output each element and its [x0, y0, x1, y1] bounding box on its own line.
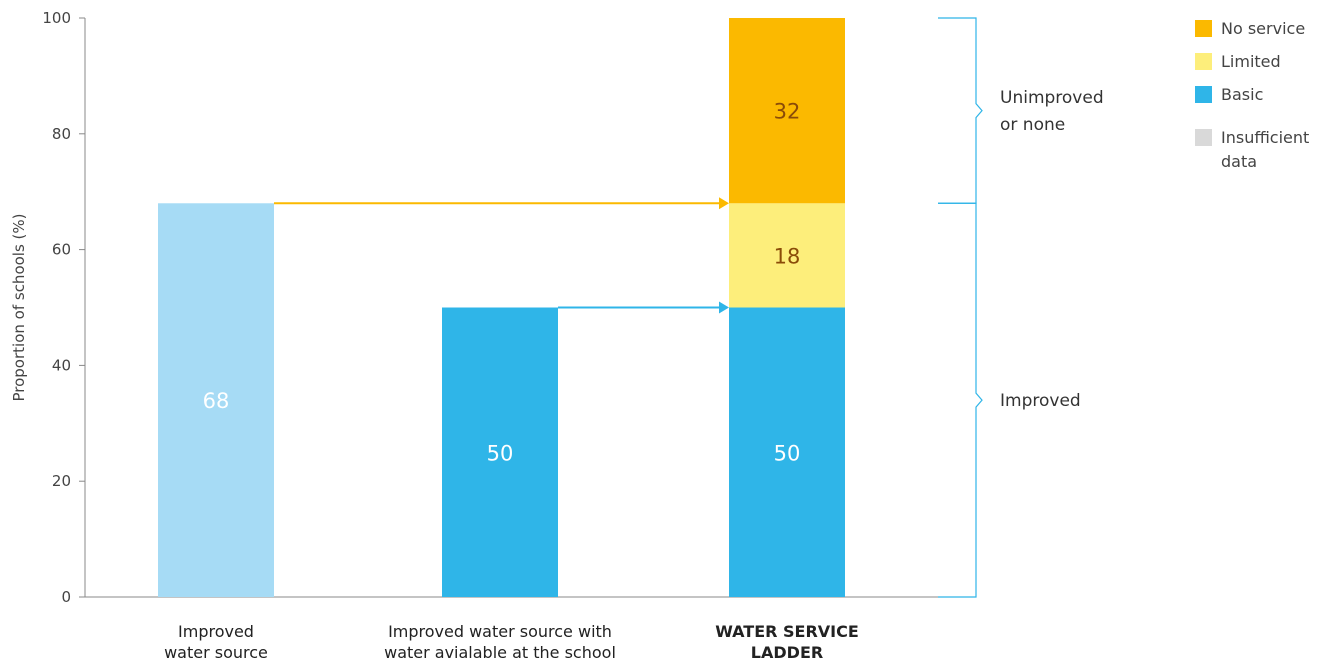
bar-value-label: 68: [203, 389, 230, 413]
axes: 0 20 40 60 80 100 Proportion of schools (%) Imp…: [10, 9, 940, 662]
legend-label: Basic: [1221, 85, 1263, 104]
arrows: [274, 197, 729, 314]
bar-value-label: 50: [774, 441, 801, 465]
legend: No service Limited Basic Insufficient data: [1195, 19, 1309, 171]
legend-label: data: [1221, 152, 1257, 171]
bar-segment: [729, 18, 845, 204]
y-tick-label: 40: [52, 356, 71, 374]
bar-segment: [729, 307, 845, 597]
y-tick-label: 100: [42, 9, 71, 27]
connector-arrow-head: [719, 197, 729, 210]
bar-segment: [158, 203, 274, 597]
bracket: [938, 202, 983, 598]
legend-label: Insufficient: [1221, 128, 1309, 147]
bracket-label: Improved: [1000, 391, 1081, 411]
y-tick-label: 60: [52, 241, 71, 259]
bar-segment: [442, 307, 558, 597]
y-axis-title: Proportion of schools (%): [10, 213, 28, 401]
x-category-label: water source: [164, 643, 268, 662]
legend-swatch: [1195, 86, 1212, 103]
legend-swatch: [1195, 20, 1212, 37]
x-category-label: Improved: [178, 622, 254, 641]
connector-arrow-head: [719, 301, 729, 314]
bar-segment: [729, 203, 845, 308]
bar-value-label: 32: [774, 100, 801, 124]
legend-swatch: [1195, 53, 1212, 70]
x-category-label: WATER SERVICE: [715, 622, 859, 641]
brackets: Unimproved or none Improved: [938, 17, 1104, 598]
x-category-label: water avialable at the school: [384, 643, 616, 662]
bracket-label: or none: [1000, 115, 1065, 135]
bracket: [938, 17, 983, 204]
bar-value-label: 18: [774, 244, 801, 268]
legend-label: No service: [1221, 19, 1305, 38]
bracket-label: Unimproved: [1000, 88, 1104, 108]
y-tick-label: 20: [52, 472, 71, 490]
x-category-label: Improved water source with: [388, 622, 612, 641]
bars: 68 50 50 18 32: [158, 18, 845, 597]
y-tick-label: 0: [61, 588, 71, 606]
legend-swatch: [1195, 129, 1212, 146]
legend-label: Limited: [1221, 52, 1281, 71]
y-tick-label: 80: [52, 125, 71, 143]
x-category-label: LADDER: [751, 643, 823, 662]
bar-value-label: 50: [487, 441, 514, 465]
